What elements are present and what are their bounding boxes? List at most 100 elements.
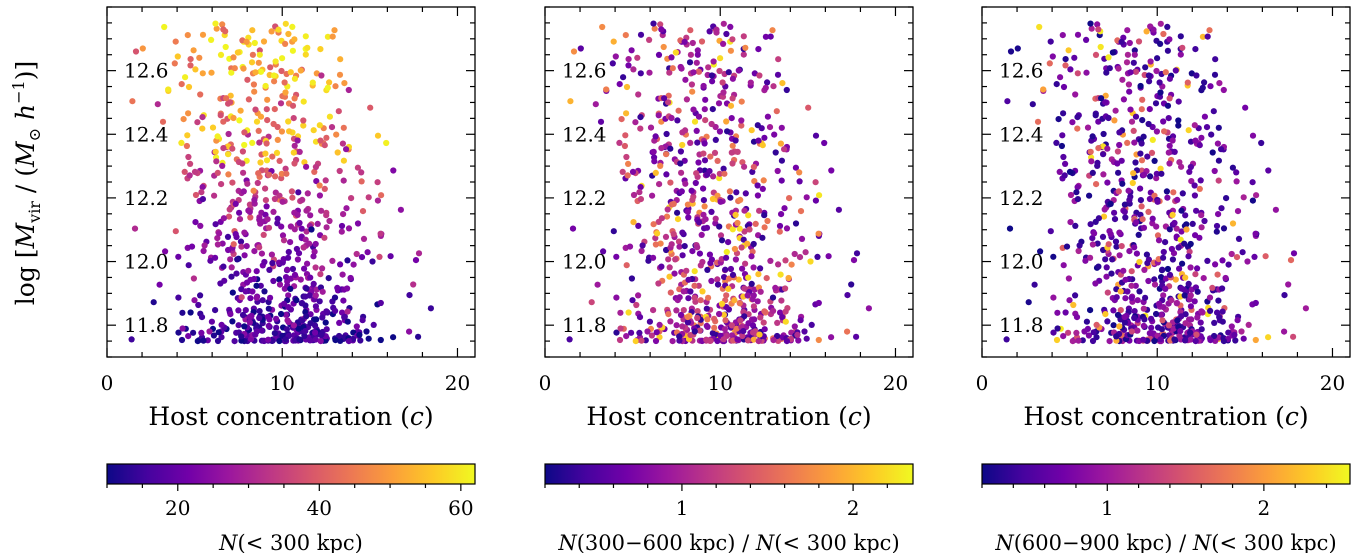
data-point [1074,114,1081,121]
data-point [707,260,714,267]
data-point [210,332,217,339]
data-point [1142,64,1149,71]
data-point [727,265,735,273]
data-point [1087,148,1094,155]
data-point [689,39,696,47]
data-point [630,66,637,73]
data-point [132,48,140,55]
data-point [1106,65,1113,72]
data-point [729,75,737,82]
data-point [172,38,179,45]
data-point [694,47,701,54]
data-point [767,257,774,264]
data-point [1161,128,1168,135]
data-point [265,322,272,329]
data-point [1203,124,1211,131]
data-point [1177,236,1184,243]
data-point [212,254,219,261]
data-point [720,311,728,318]
data-point [637,125,644,132]
data-point [694,314,701,322]
data-point [663,151,670,158]
data-point [701,106,708,113]
data-point [307,274,314,281]
data-point [278,170,285,177]
data-point [1040,86,1047,93]
colorbar-gradient [106,463,476,485]
data-point [720,165,727,172]
data-point [273,149,281,156]
data-point [779,80,786,87]
data-point [415,250,423,257]
data-point [273,315,280,322]
data-point [1153,128,1160,135]
data-point [732,211,739,218]
data-point [283,274,290,281]
data-point [1242,104,1249,111]
data-point [637,70,644,77]
data-point [1029,101,1036,108]
data-point [764,217,771,225]
data-point [336,332,343,340]
data-point [333,131,340,138]
data-point [1201,79,1208,86]
data-point [356,331,363,338]
data-point [265,336,272,343]
data-point [739,332,746,340]
data-point [1249,132,1257,139]
data-point [369,258,376,265]
data-point [612,53,619,60]
data-point [1074,31,1082,38]
data-point [1182,212,1189,219]
axes: 0 10 20 11.8 12.0 12.2 12.4 12.6 [539,6,913,395]
data-point [741,207,748,214]
data-point [340,297,347,304]
data-point [179,309,186,316]
data-point [756,72,763,79]
data-point [1154,232,1162,239]
data-point [637,114,644,121]
data-point [709,195,717,203]
data-point [336,167,343,175]
data-point [1193,72,1200,79]
data-point [652,169,659,176]
data-point [1128,328,1135,335]
data-point [712,136,719,143]
data-point [244,180,251,187]
data-point [294,256,301,263]
data-point [1136,288,1143,295]
data-point [323,212,330,219]
data-point [704,171,711,178]
data-point [316,192,323,199]
data-point [1074,184,1081,191]
data-point [350,261,357,268]
data-point [1111,117,1118,124]
data-point [757,288,764,295]
data-point [772,284,779,291]
data-point [322,319,329,326]
data-point [212,20,219,27]
data-point [1103,273,1110,280]
data-point [234,49,241,56]
data-point [815,230,822,237]
data-point [1143,251,1150,258]
data-point [397,206,404,213]
data-point [328,124,336,131]
data-point [1214,140,1221,147]
data-point [629,168,637,175]
data-point [738,117,745,124]
data-point [206,328,213,335]
data-point [738,98,745,105]
data-point [1210,108,1217,115]
data-point [1151,337,1158,345]
data-point [406,328,413,335]
data-point [317,46,324,53]
data-point [154,101,161,108]
data-point [1131,47,1138,54]
data-point [1197,319,1204,326]
data-point [1053,139,1060,146]
data-point [278,128,285,135]
data-point [745,274,752,281]
data-point [312,240,319,248]
data-point [678,169,685,176]
